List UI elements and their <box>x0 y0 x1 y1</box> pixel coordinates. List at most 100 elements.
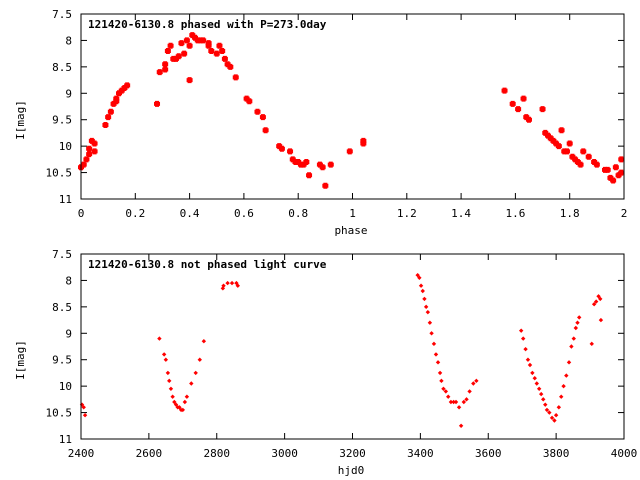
y-tick-label: 10 <box>59 380 72 393</box>
data-point <box>157 336 162 341</box>
data-point <box>422 296 427 302</box>
data-point <box>221 283 226 288</box>
y-tick-label: 10 <box>59 140 72 153</box>
data-point <box>161 352 167 357</box>
data-point <box>610 177 617 184</box>
data-point <box>591 302 597 307</box>
data-point <box>527 362 533 368</box>
x-tick-label: 3600 <box>475 447 502 460</box>
data-point <box>229 280 235 286</box>
data-point <box>113 98 120 105</box>
data-point <box>186 42 193 49</box>
data-point <box>561 383 566 389</box>
data-point <box>441 386 446 391</box>
chart-title: 121420-6130.8 phased with P=273.0day <box>88 18 327 31</box>
data-point <box>200 37 207 44</box>
data-point <box>181 50 188 57</box>
data-point <box>303 159 310 165</box>
data-point <box>186 77 193 84</box>
data-point <box>83 156 90 163</box>
x-tick-label: 1.2 <box>397 207 417 220</box>
data-point <box>175 53 182 60</box>
data-point <box>168 386 174 391</box>
data-point <box>82 413 88 418</box>
x-tick-label: 1.8 <box>560 207 580 220</box>
data-point <box>559 394 564 399</box>
data-point <box>532 376 537 381</box>
data-point <box>107 108 114 115</box>
data-point <box>417 275 422 280</box>
data-point <box>577 161 584 168</box>
data-point <box>423 304 429 310</box>
data-point <box>439 378 444 384</box>
data-point <box>618 156 625 163</box>
data-point <box>322 182 329 189</box>
data-point <box>427 320 433 325</box>
data-point <box>571 336 576 341</box>
data-point <box>569 344 574 349</box>
data-point <box>566 140 573 147</box>
data-point <box>182 399 188 405</box>
y-axis-label: I[mag] <box>14 100 27 140</box>
data-point <box>170 394 175 399</box>
data-point <box>172 399 177 405</box>
data-point <box>162 61 169 68</box>
x-tick-label: 2 <box>621 207 628 220</box>
x-tick-label: 0 <box>78 207 85 220</box>
x-tick-label: 3800 <box>543 447 570 460</box>
data-point <box>471 381 476 386</box>
data-point <box>225 280 230 286</box>
data-point <box>431 341 437 347</box>
data-point <box>184 394 190 399</box>
data-point <box>552 418 557 423</box>
data-point <box>235 283 240 288</box>
data-point <box>577 315 582 320</box>
y-tick-label: 8 <box>65 34 72 47</box>
data-point <box>180 407 186 413</box>
data-point <box>193 370 198 376</box>
data-point <box>227 63 234 70</box>
data-point <box>219 48 226 54</box>
x-tick-label: 0.2 <box>125 207 145 220</box>
data-point <box>162 66 169 73</box>
data-point <box>86 151 93 158</box>
x-tick-label: 4000 <box>611 447 638 460</box>
data-point <box>124 82 131 89</box>
data-point <box>91 148 98 155</box>
data-point <box>523 346 528 352</box>
data-point <box>435 360 441 365</box>
data-point <box>165 370 171 376</box>
data-point <box>81 405 86 410</box>
data-point <box>563 148 570 155</box>
data-point <box>518 328 524 333</box>
data-point <box>618 169 625 176</box>
data-point <box>509 100 516 107</box>
data-point <box>474 378 479 384</box>
data-point <box>538 391 544 397</box>
data-point <box>598 296 603 302</box>
data-point <box>558 127 565 134</box>
chart-title: 121420-6130.8 not phased light curve <box>88 258 327 271</box>
data-point <box>425 309 431 315</box>
y-tick-label: 8.5 <box>52 61 72 74</box>
data-point <box>232 74 239 81</box>
y-tick-label: 7.5 <box>52 8 72 21</box>
y-tick-label: 11 <box>59 433 72 446</box>
data-point <box>515 106 522 113</box>
x-axis-label: hjd0 <box>338 464 365 477</box>
data-point <box>183 37 190 44</box>
data-point <box>437 370 443 376</box>
data-point <box>536 386 542 391</box>
data-point <box>433 352 439 357</box>
data-point <box>327 161 334 168</box>
x-axis-label: phase <box>334 224 367 237</box>
x-tick-label: 2400 <box>68 447 95 460</box>
data-point <box>360 137 367 144</box>
data-point <box>556 405 562 410</box>
plot-frame <box>80 253 625 440</box>
x-tick-label: 3000 <box>271 447 298 460</box>
data-point <box>549 415 555 421</box>
data-point <box>598 317 604 323</box>
data-point <box>464 397 469 402</box>
